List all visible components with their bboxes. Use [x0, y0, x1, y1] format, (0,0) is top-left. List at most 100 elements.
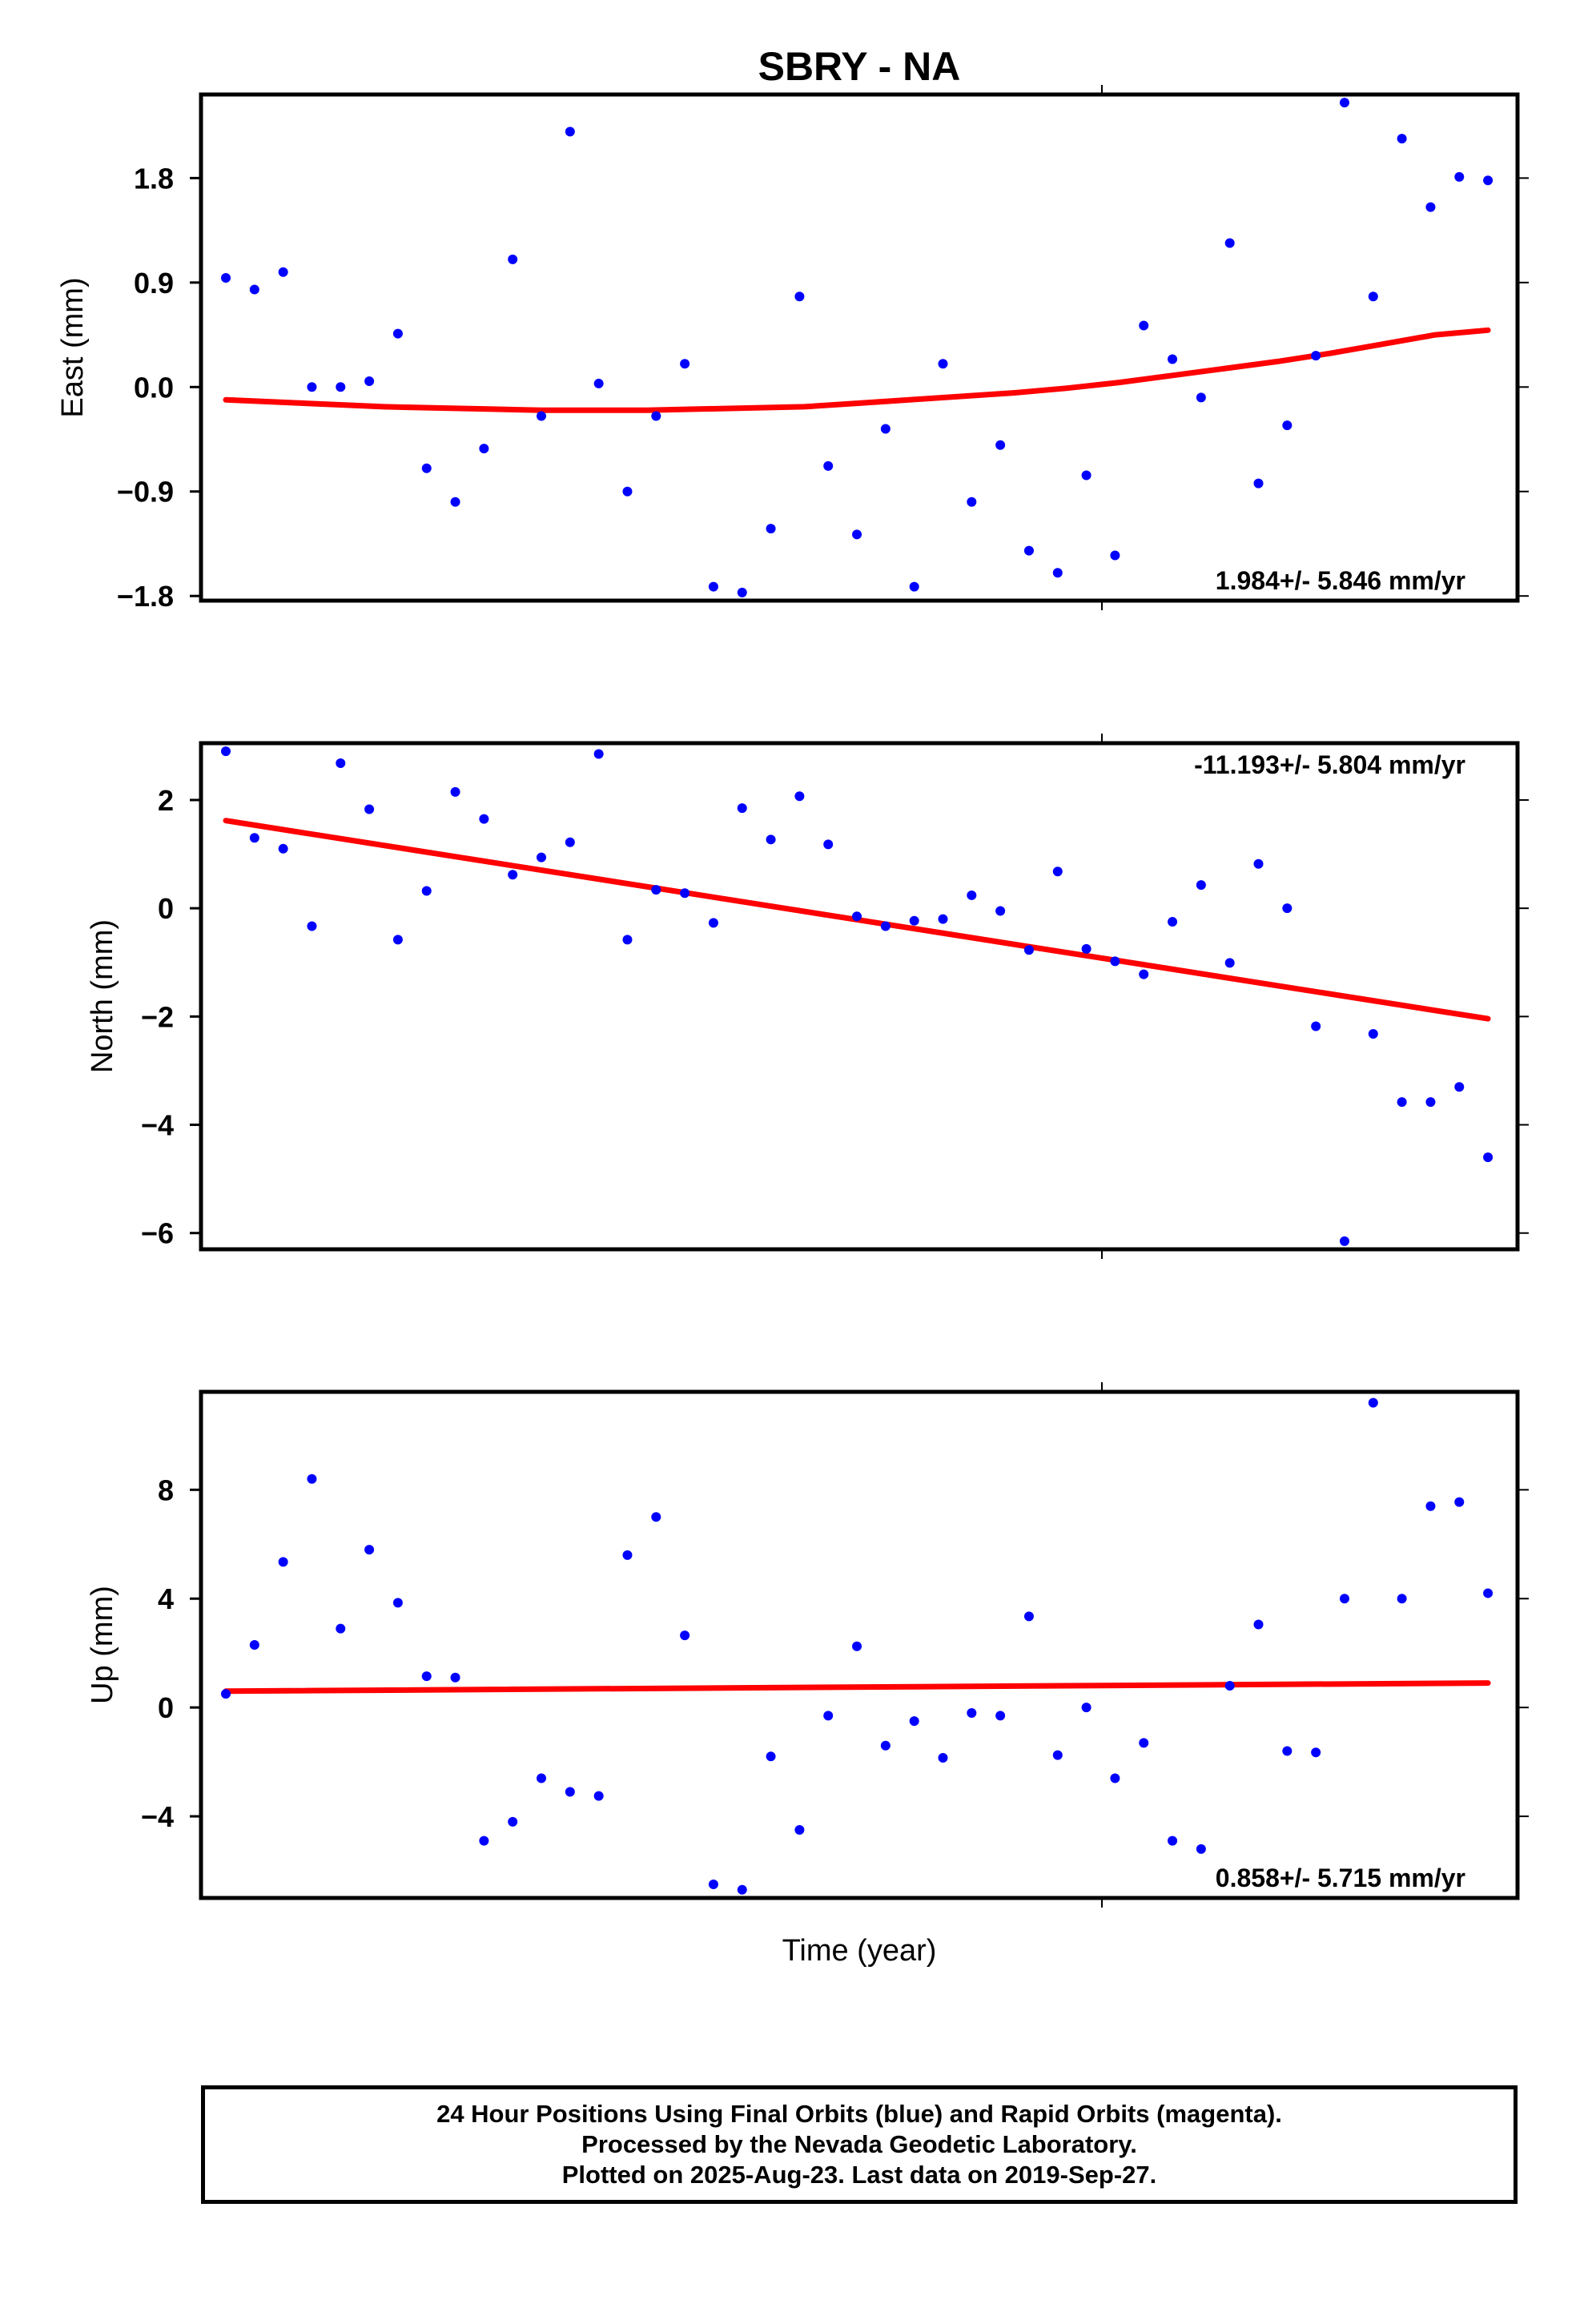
data-point — [1081, 470, 1091, 480]
data-point — [766, 834, 776, 845]
data-point — [708, 581, 718, 592]
data-point — [1023, 545, 1034, 556]
data-point — [1052, 568, 1063, 578]
data-point — [909, 1716, 919, 1727]
data-point — [1023, 945, 1034, 955]
data-point — [880, 1740, 890, 1751]
data-point — [1282, 903, 1292, 914]
data-point — [1425, 202, 1436, 212]
y-axis-label: North (mm) — [86, 919, 119, 1073]
data-point — [1454, 1497, 1465, 1507]
panel-2: 8 4 0 −4 Up (mm) 0.858+/- 5.715 mm/yr — [86, 1382, 1529, 1908]
y-tick-label: 0 — [158, 892, 174, 925]
data-point — [995, 906, 1006, 916]
data-point — [1311, 1747, 1321, 1758]
data-point — [1139, 320, 1149, 331]
data-point — [995, 440, 1006, 450]
data-point — [622, 935, 633, 945]
data-point — [1081, 1703, 1091, 1713]
y-tick-label: 2 — [158, 784, 174, 817]
data-point — [766, 524, 776, 534]
data-point — [1339, 98, 1349, 108]
data-point — [537, 1773, 547, 1783]
data-point — [1139, 969, 1149, 979]
panel-frame — [199, 741, 1520, 1252]
footer-line-2: Processed by the Nevada Geodetic Laborat… — [581, 2130, 1137, 2158]
y-axis-label: East (mm) — [56, 277, 90, 417]
data-point — [737, 587, 747, 597]
data-point — [1052, 1750, 1063, 1760]
data-point — [651, 411, 661, 421]
data-point — [392, 328, 403, 339]
y-tick-label: 4 — [158, 1582, 174, 1615]
data-point — [537, 411, 547, 421]
data-point — [421, 463, 432, 473]
data-point — [1224, 238, 1235, 248]
panel-0: 1.8 0.9 0.0 −0.9 −1.8 East (mm) 1.984+/- 5.846… — [56, 85, 1529, 613]
data-point — [249, 1640, 259, 1650]
data-point — [1196, 1844, 1206, 1854]
data-point — [1224, 958, 1235, 968]
data-point — [450, 1672, 460, 1683]
data-point — [651, 1512, 661, 1522]
data-point — [823, 839, 834, 850]
trend-fit-line — [223, 1680, 1491, 1695]
data-point — [392, 1598, 403, 1608]
data-point — [1168, 917, 1178, 927]
data-point — [1282, 1746, 1292, 1756]
data-point — [278, 267, 288, 277]
footer-line-1: 24 Hour Positions Using Final Orbits (bl… — [436, 2100, 1282, 2128]
y-tick-label: 8 — [158, 1474, 174, 1506]
data-point — [1368, 292, 1378, 302]
data-point — [336, 758, 346, 769]
data-point — [278, 843, 288, 854]
velocity-rate-label: -11.193+/- 5.804 mm/yr — [1194, 750, 1465, 779]
data-point — [1282, 420, 1292, 431]
data-point — [1023, 1611, 1034, 1622]
data-point — [1339, 1594, 1349, 1604]
data-point — [392, 935, 403, 945]
data-point — [967, 1707, 977, 1718]
data-point — [967, 890, 977, 900]
data-point — [336, 382, 346, 392]
data-point — [508, 254, 518, 264]
data-point — [1196, 392, 1206, 403]
data-point — [565, 837, 575, 847]
data-point — [1483, 1152, 1494, 1163]
data-point — [593, 1791, 604, 1801]
data-point — [794, 1825, 805, 1835]
data-point — [967, 497, 977, 507]
data-point — [593, 378, 604, 388]
data-point — [1339, 1236, 1349, 1246]
data-point — [1425, 1501, 1436, 1511]
data-point — [823, 460, 834, 471]
data-point — [794, 292, 805, 302]
data-point — [508, 870, 518, 880]
data-point — [364, 804, 375, 814]
data-point — [1397, 134, 1407, 144]
data-point — [1168, 1835, 1178, 1846]
panel-frame — [199, 92, 1520, 603]
chart-title: SBRY - NA — [758, 44, 961, 89]
data-point — [1454, 171, 1465, 182]
data-point — [909, 915, 919, 926]
footer-info-box: 24 Hour Positions Using Final Orbits (bl… — [201, 2085, 1518, 2204]
y-tick-label: −0.9 — [117, 476, 174, 509]
data-point — [708, 1880, 718, 1890]
data-point — [450, 497, 460, 507]
data-point — [336, 1623, 346, 1634]
data-point — [852, 911, 862, 922]
data-point — [766, 1751, 776, 1762]
data-point — [565, 127, 575, 137]
y-tick-label: 0 — [158, 1691, 174, 1724]
y-tick-label: −6 — [141, 1217, 174, 1250]
data-point — [737, 1884, 747, 1895]
data-point — [1168, 354, 1178, 364]
y-axis-label: Up (mm) — [86, 1586, 119, 1704]
data-point — [622, 1550, 633, 1560]
data-point — [1368, 1397, 1378, 1408]
data-point — [1483, 1588, 1494, 1598]
y-tick-label: −4 — [141, 1800, 174, 1833]
data-point — [450, 786, 460, 797]
footer-line-3: Plotted on 2025-Aug-23. Last data on 201… — [561, 2161, 1157, 2189]
